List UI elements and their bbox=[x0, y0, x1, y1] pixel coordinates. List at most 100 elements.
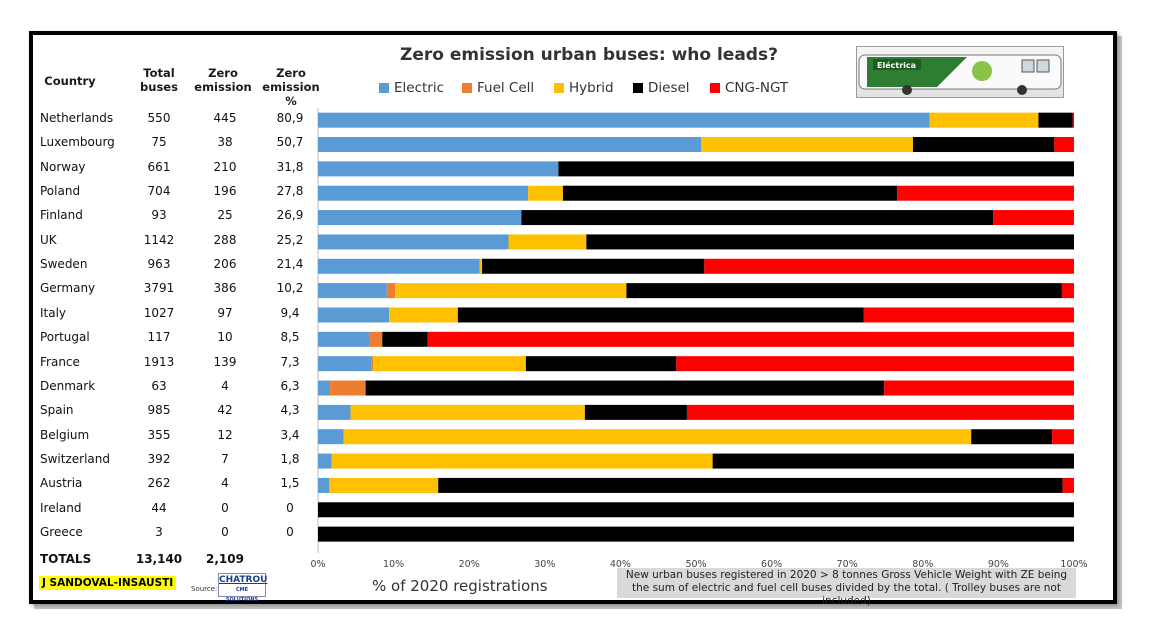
legend-cng-ngt: CNG-NGT bbox=[710, 80, 788, 96]
legend-label-fuel-cell: Fuel Cell bbox=[477, 80, 535, 96]
row-zero-pct: 50,7 bbox=[276, 135, 304, 149]
row-total-buses: 1027 bbox=[143, 306, 175, 320]
row-country: Belgium bbox=[40, 428, 90, 442]
header-zero-line1: Zero bbox=[208, 66, 238, 80]
bus-logo-text: Eléctrica bbox=[877, 60, 916, 70]
row-zero-pct: 21,4 bbox=[276, 257, 304, 271]
bar-diesel-greece bbox=[318, 526, 1074, 542]
legend-label-hybrid: Hybrid bbox=[569, 80, 614, 96]
row-country: Spain bbox=[40, 403, 74, 417]
row-total-buses: 3 bbox=[155, 525, 163, 539]
bar-diesel-belgium bbox=[971, 429, 1053, 445]
row-country: Finland bbox=[40, 208, 83, 222]
x-tick-label: 80% bbox=[912, 559, 933, 570]
bar-hybrid-belgium bbox=[343, 429, 972, 445]
row-zero-pct: 8,5 bbox=[280, 330, 300, 344]
x-tick-label: 30% bbox=[534, 559, 555, 570]
bar-diesel-austria bbox=[438, 477, 1063, 493]
bar-electric-poland bbox=[318, 185, 529, 201]
row-zero-emission: 10 bbox=[217, 330, 233, 344]
row-zero-pct: 26,9 bbox=[276, 208, 304, 222]
header-zero-emission: Zero emission bbox=[194, 66, 252, 94]
bar-diesel-spain bbox=[584, 404, 687, 420]
row-zero-emission: 206 bbox=[213, 257, 237, 271]
row-total-buses: 1913 bbox=[143, 355, 175, 369]
bar-electric-finland bbox=[318, 210, 522, 226]
x-tick-label: 50% bbox=[685, 559, 706, 570]
row-zero-pct: 4,3 bbox=[280, 403, 300, 417]
totals-zero-emission: 2,109 bbox=[206, 552, 244, 566]
bar-diesel-netherlands bbox=[1038, 112, 1073, 128]
bar-electric-uk bbox=[318, 234, 509, 250]
row-total-buses: 661 bbox=[147, 160, 171, 174]
legend-label-diesel: Diesel bbox=[648, 80, 690, 96]
legend-electric: Electric bbox=[379, 80, 444, 96]
x-axis-label: % of 2020 registrations bbox=[372, 577, 548, 595]
row-country: Sweden bbox=[40, 257, 88, 271]
row-total-buses: 117 bbox=[147, 330, 171, 344]
bar-diesel-portugal bbox=[382, 331, 428, 347]
bar-hybrid-uk bbox=[508, 234, 587, 250]
electric-bus-image: Eléctrica bbox=[856, 46, 1064, 98]
legend-diesel: Diesel bbox=[633, 80, 690, 96]
bar-cng-ngt-luxembourg bbox=[1054, 137, 1074, 153]
row-country: Norway bbox=[40, 160, 86, 174]
row-country: Portugal bbox=[40, 330, 90, 344]
row-total-buses: 3791 bbox=[143, 281, 175, 295]
bar-hybrid-spain bbox=[350, 404, 585, 420]
row-total-buses: 75 bbox=[151, 135, 167, 149]
x-tick-label: 60% bbox=[761, 559, 782, 570]
row-country: Switzerland bbox=[40, 452, 110, 466]
bar-diesel-germany bbox=[626, 283, 1062, 299]
x-tick-label: 40% bbox=[610, 559, 631, 570]
row-zero-pct: 9,4 bbox=[280, 306, 300, 320]
bar-electric-sweden bbox=[318, 258, 480, 274]
bus-illustration: Eléctrica bbox=[858, 54, 1062, 95]
row-zero-emission: 42 bbox=[217, 403, 233, 417]
row-total-buses: 63 bbox=[151, 379, 167, 393]
row-zero-pct: 31,8 bbox=[276, 160, 304, 174]
row-zero-pct: 10,2 bbox=[276, 281, 304, 295]
source-label: Source: bbox=[191, 585, 218, 593]
row-country: Austria bbox=[40, 476, 83, 490]
bar-hybrid-netherlands bbox=[929, 112, 1039, 128]
row-zero-emission: 139 bbox=[213, 355, 237, 369]
bar-cng-ngt-denmark bbox=[884, 380, 1074, 396]
header-zero-emission-pct: Zero emission % bbox=[258, 66, 324, 108]
bar-electric-austria bbox=[318, 477, 330, 493]
bar-diesel-france bbox=[525, 356, 677, 372]
bar-diesel-finland bbox=[521, 210, 994, 226]
row-zero-pct: 80,9 bbox=[276, 111, 304, 125]
row-country: Greece bbox=[40, 525, 83, 539]
x-tick-label: 90% bbox=[988, 559, 1009, 570]
bar-cng-ngt-germany bbox=[1061, 283, 1074, 299]
source-logo-name: CHATROU bbox=[219, 575, 268, 585]
source-logo-sub: CME SOLUTIONS bbox=[225, 587, 259, 603]
row-zero-emission: 12 bbox=[217, 428, 233, 442]
row-zero-pct: 7,3 bbox=[280, 355, 300, 369]
bar-cng-ngt-france bbox=[676, 356, 1074, 372]
bar-diesel-ireland bbox=[318, 502, 1074, 518]
row-zero-pct: 0 bbox=[286, 501, 294, 515]
row-total-buses: 704 bbox=[147, 184, 171, 198]
bar-hybrid-austria bbox=[329, 477, 439, 493]
row-country: France bbox=[40, 355, 80, 369]
row-zero-emission: 386 bbox=[213, 281, 237, 295]
bar-diesel-denmark bbox=[365, 380, 885, 396]
header-pct-line1: Zero bbox=[276, 66, 306, 80]
row-zero-emission: 97 bbox=[217, 306, 233, 320]
bar-electric-luxembourg bbox=[318, 137, 702, 153]
row-country: Luxembourg bbox=[40, 135, 115, 149]
row-country: Germany bbox=[40, 281, 96, 295]
bar-hybrid-switzerland bbox=[331, 453, 713, 469]
row-zero-pct: 25,2 bbox=[276, 233, 304, 247]
row-zero-emission: 4 bbox=[221, 476, 229, 490]
row-country: Poland bbox=[40, 184, 81, 198]
row-total-buses: 550 bbox=[147, 111, 171, 125]
bar-fuel-cell-france bbox=[371, 356, 374, 372]
row-zero-emission: 4 bbox=[221, 379, 229, 393]
x-tick-label: 10% bbox=[383, 559, 404, 570]
bar-diesel-switzerland bbox=[712, 453, 1074, 469]
bar-cng-ngt-spain bbox=[686, 404, 1074, 420]
